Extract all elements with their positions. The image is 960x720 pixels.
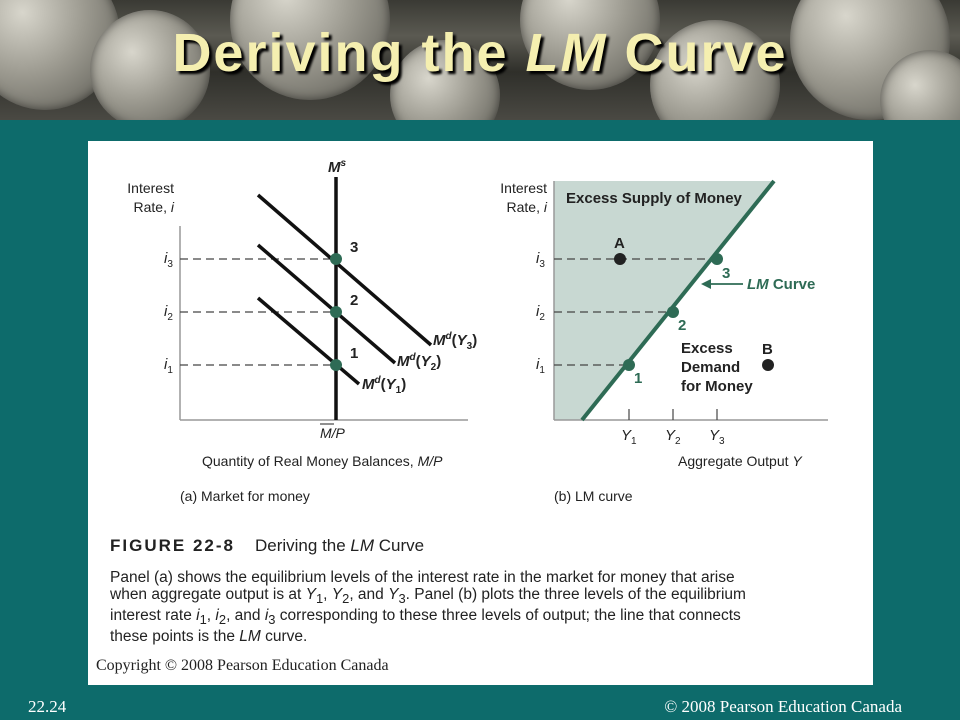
slide-title: Deriving the LM Curve (172, 23, 788, 83)
lm-curve (580, 179, 776, 422)
point-label-2: 2 (350, 292, 358, 309)
panel-a-y-label-line1: Interest (127, 180, 174, 196)
point-label-3: 3 (350, 239, 358, 256)
tick-i3-b: i3 (536, 250, 545, 270)
panel-b-caption: (b) LM curve (554, 488, 633, 504)
money-demand-y3 (256, 193, 433, 347)
lm-point-2 (667, 306, 679, 318)
tick-i2: i2 (164, 303, 173, 323)
equilibrium-point-1 (330, 359, 342, 371)
lm-arrow-head (701, 279, 711, 289)
excess-supply-label: Excess Supply of Money (566, 190, 743, 207)
equilibrium-point-2 (330, 306, 342, 318)
excess-supply-region (554, 181, 774, 420)
point-a (614, 253, 626, 265)
lm-point-3 (711, 253, 723, 265)
point-b-label: B (762, 341, 773, 358)
demand-label-y2: Md(Y2) (397, 352, 441, 373)
panel-b-y-label-line1: Interest (500, 180, 547, 196)
point-label-1: 1 (350, 345, 358, 362)
tick-y2: Y2 (665, 427, 681, 447)
header-banner: Deriving the LM Curve (0, 0, 960, 120)
demand-label-y3: Md(Y3) (433, 331, 477, 352)
coin-image (90, 10, 210, 120)
tick-i1-b: i1 (536, 356, 545, 376)
money-demand-y2 (256, 243, 397, 365)
money-supply-label: Ms (328, 158, 347, 176)
point-a-label: A (614, 235, 625, 252)
demand-label-y1: Md(Y1) (362, 375, 406, 396)
lm-point-label-3: 3 (722, 265, 730, 282)
panel-b-y-label-line2: Rate, i (507, 199, 548, 215)
excess-demand-label-3: for Money (681, 378, 753, 395)
coin-image (390, 40, 500, 120)
footer-copyright: © 2008 Pearson Education Canada (664, 697, 902, 716)
panel-a-caption: (a) Market for money (180, 488, 310, 504)
tick-i3: i3 (164, 250, 173, 270)
panel-a-x-label: Quantity of Real Money Balances, M/P (202, 453, 443, 469)
point-b (762, 359, 774, 371)
tick-y3: Y3 (709, 427, 725, 447)
excess-demand-label-1: Excess (681, 340, 733, 357)
copyright-notice: Copyright © 2008 Pearson Education Canad… (96, 657, 389, 674)
lm-curve-label: LM Curve (747, 276, 815, 293)
coin-image (650, 20, 780, 120)
tick-i1: i1 (164, 356, 173, 376)
lm-point-label-2: 2 (678, 317, 686, 334)
figure-caption: Panel (a) shows the equilibrium levels o… (110, 569, 746, 646)
tick-y1: Y1 (621, 427, 637, 447)
panel-a: 3 2 1 Interest Rate, i i3 i2 i1 Ms M/P M… (127, 158, 477, 504)
figure-diagram: 3 2 1 Interest Rate, i i3 i2 i1 Ms M/P M… (127, 158, 828, 504)
figure-panel: 3 2 1 Interest Rate, i i3 i2 i1 Ms M/P M… (88, 141, 873, 685)
equilibrium-point-3 (330, 253, 342, 265)
panel-b-x-label: Aggregate Output Y (678, 453, 803, 469)
excess-demand-label-2: Demand (681, 359, 740, 376)
figure-title: FIGURE 22-8 Deriving the LM Curve (110, 536, 425, 555)
slide-number: 22.24 (28, 697, 67, 716)
supply-tick-label: M/P (320, 425, 346, 441)
money-demand-y1 (256, 296, 361, 386)
panel-a-y-label-line2: Rate, i (134, 199, 175, 215)
tick-i2-b: i2 (536, 303, 545, 323)
lm-point-1 (623, 359, 635, 371)
panel-b: A B 3 2 1 Excess Supply of Money Excess … (500, 179, 828, 504)
lm-point-label-1: 1 (634, 370, 642, 387)
